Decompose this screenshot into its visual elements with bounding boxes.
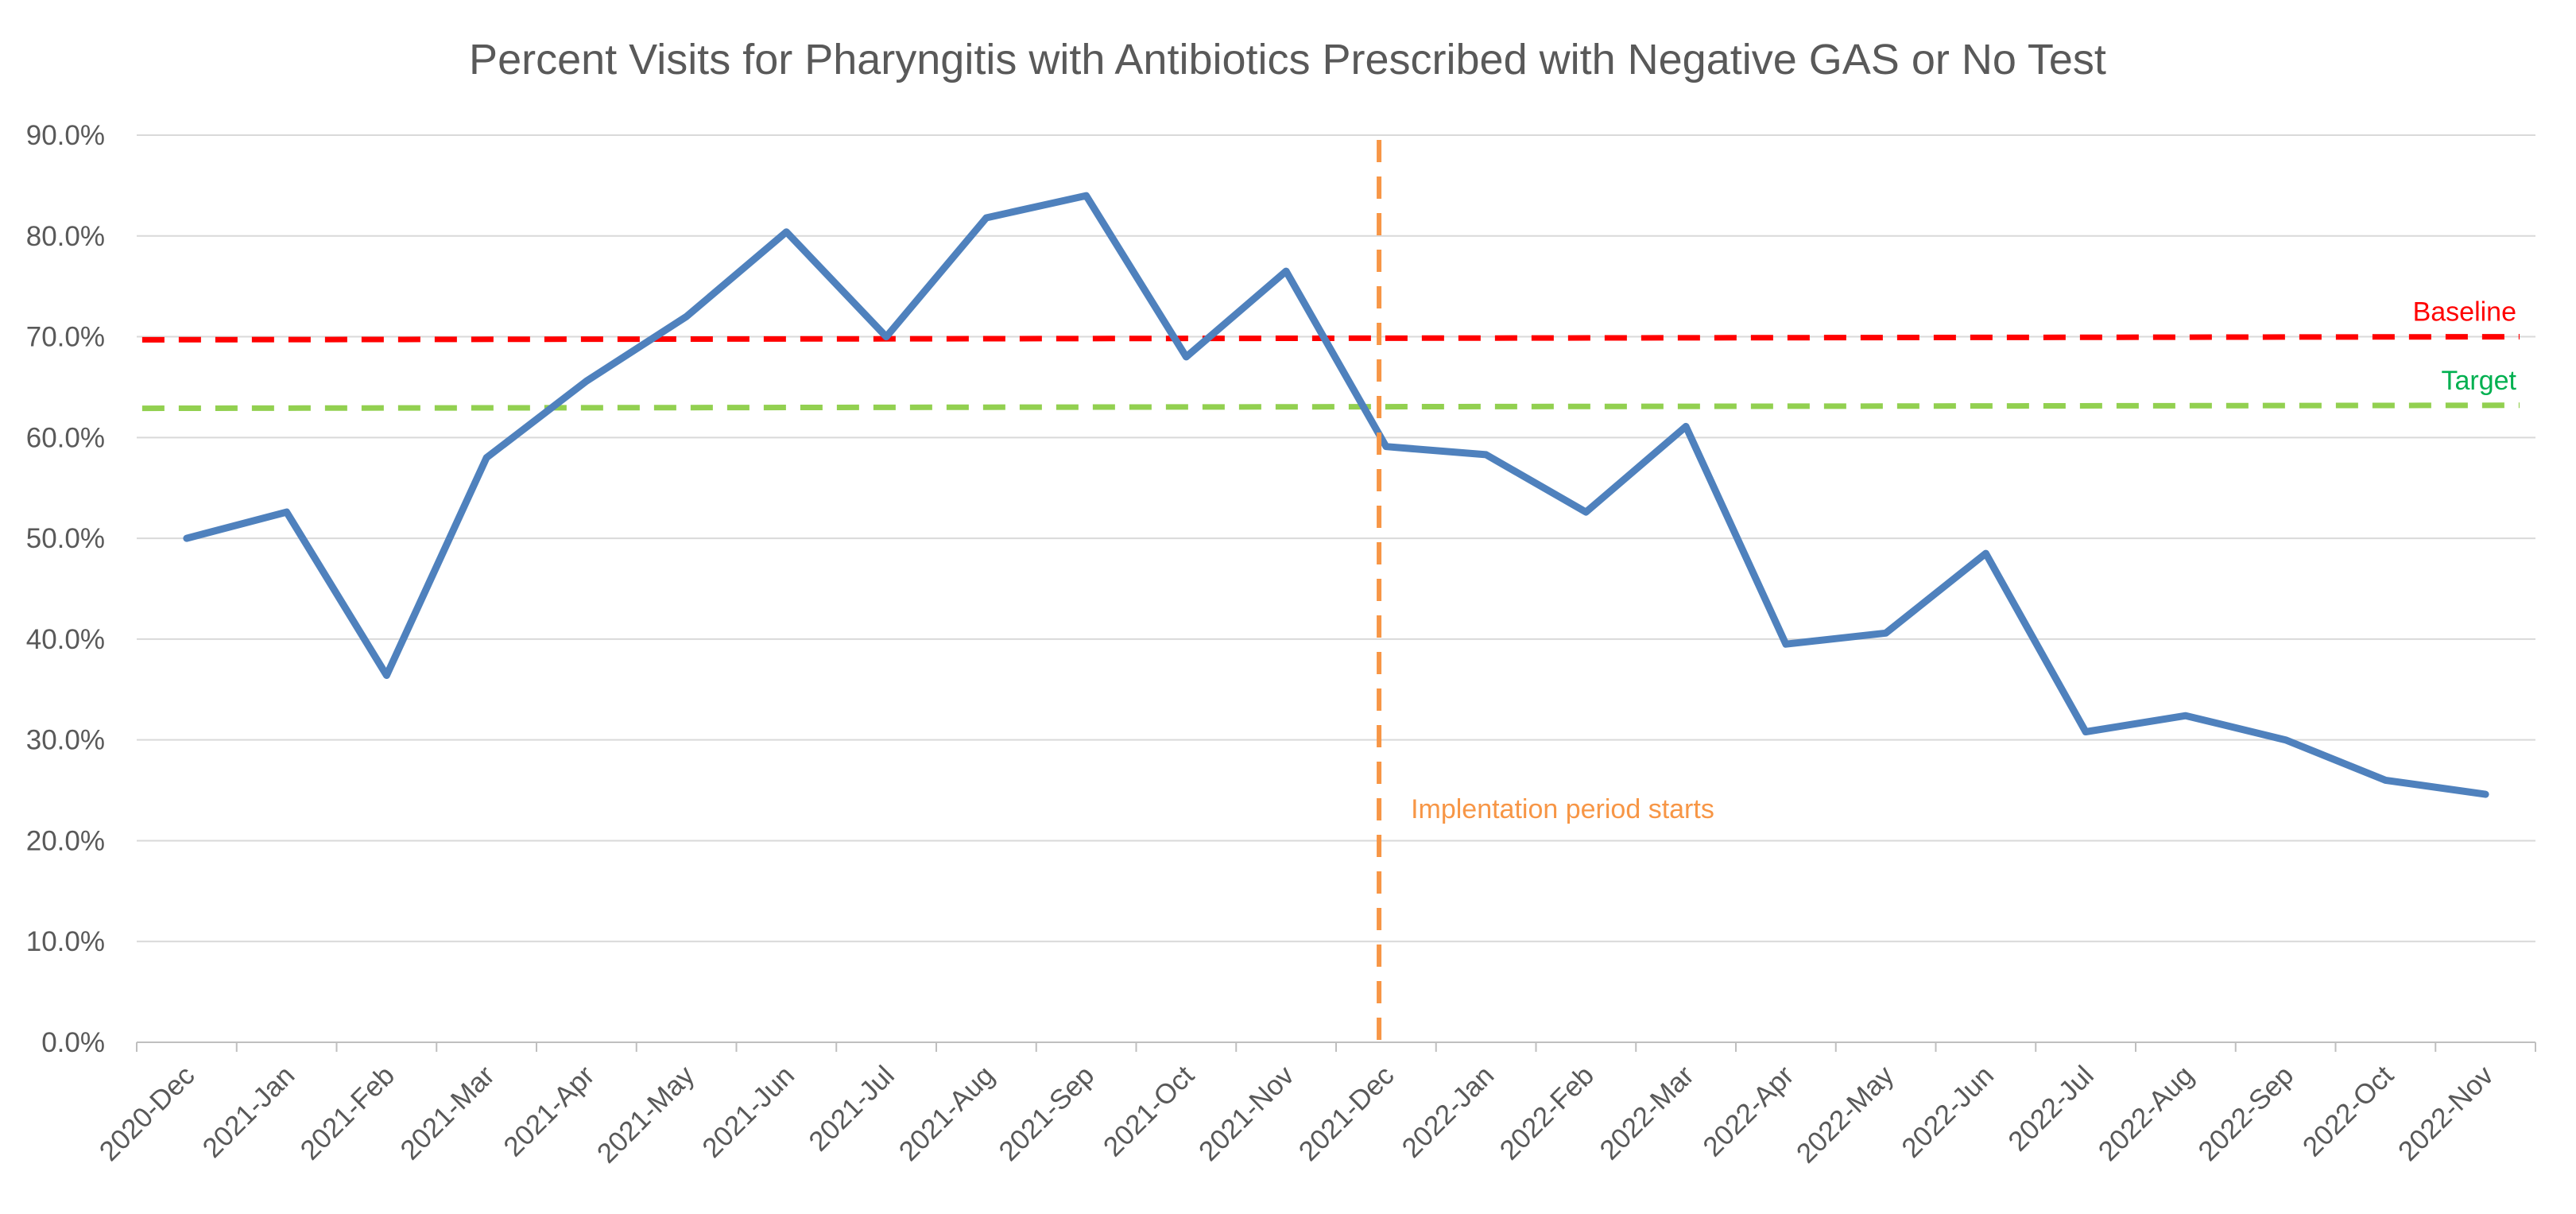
series-layer — [183, 192, 2489, 798]
y-tick-label: 90.0% — [26, 120, 105, 151]
target-label: Target — [2442, 366, 2517, 396]
gridlines — [137, 134, 2535, 943]
y-tick-label: 40.0% — [26, 624, 105, 655]
y-tick-label: 60.0% — [26, 422, 105, 453]
x-tick-label: 2022-Feb — [1494, 1060, 1601, 1166]
x-tick-label: 2021-Jul — [803, 1060, 901, 1158]
x-tick-label: 2022-May — [1791, 1060, 1900, 1169]
x-axis: 2020-Dec2021-Jan2021-Feb2021-Mar2021-Apr… — [94, 1041, 2536, 1169]
data-point — [1885, 632, 1887, 634]
data-point — [1784, 643, 1787, 646]
data-point — [985, 216, 987, 219]
data-point — [1585, 511, 1587, 514]
y-tick-label: 80.0% — [26, 221, 105, 252]
data-point — [1085, 195, 1087, 197]
x-tick-label: 2021-Aug — [893, 1060, 1001, 1167]
data-point — [2384, 779, 2387, 782]
x-tick-label: 2022-Aug — [2093, 1060, 2200, 1167]
baseline-label: Baseline — [2413, 297, 2516, 328]
y-tick-label: 30.0% — [26, 725, 105, 756]
x-tick-label: 2020-Dec — [94, 1060, 201, 1167]
data-point — [385, 674, 388, 677]
x-tick-label: 2021-Feb — [295, 1060, 401, 1166]
x-tick-label: 2022-Oct — [2297, 1060, 2400, 1163]
annotation-layer: Implentation period starts — [1377, 140, 1714, 1042]
series-line — [183, 192, 2489, 798]
x-tick-label: 2021-Sep — [993, 1060, 1100, 1167]
y-tick-label: 20.0% — [26, 825, 105, 856]
data-point — [486, 456, 488, 459]
x-tick-label: 2022-Nov — [2392, 1060, 2500, 1167]
data-point — [1185, 355, 1187, 358]
y-tick-label: 70.0% — [26, 322, 105, 353]
x-tick-label: 2022-Jun — [1896, 1060, 2000, 1164]
y-tick-label: 50.0% — [26, 523, 105, 554]
implementation-label: Implentation period starts — [1411, 794, 1714, 824]
x-tick-label: 2021-Jan — [197, 1060, 301, 1164]
x-tick-label: 2021-Nov — [1193, 1060, 1300, 1167]
x-tick-label: 2021-Oct — [1098, 1060, 1201, 1163]
data-point — [2085, 731, 2087, 733]
baseline-line — [141, 334, 2520, 343]
reference-lines: Baseline Target — [141, 297, 2520, 412]
data-point — [1685, 425, 1687, 428]
y-tick-label: 10.0% — [26, 926, 105, 957]
data-point — [1485, 453, 1487, 456]
y-axis-tick-labels: 0.0% 10.0% 20.0% 30.0% 40.0% 50.0% 60.0% 70.0% 8… — [26, 120, 105, 1058]
data-point — [885, 335, 888, 338]
data-point — [185, 537, 188, 540]
data-point — [585, 380, 587, 382]
data-point — [2284, 739, 2287, 741]
x-tick-label: 2022-Jul — [2002, 1060, 2100, 1158]
x-tick-label: 2022-Mar — [1594, 1060, 1700, 1166]
data-point — [1985, 553, 1987, 555]
target-line — [141, 402, 2520, 412]
x-tick-label: 2022-Jan — [1396, 1060, 1501, 1164]
data-point — [2485, 793, 2487, 796]
data-point — [1285, 270, 1288, 273]
x-tick-label: 2021-May — [591, 1060, 701, 1169]
x-tick-label: 2021-Mar — [394, 1060, 501, 1166]
data-point — [785, 231, 788, 233]
data-point — [285, 511, 288, 514]
x-tick-label: 2021-Dec — [1293, 1060, 1400, 1167]
data-point — [1385, 445, 1387, 448]
data-point — [685, 316, 688, 318]
x-tick-label: 2021-Jun — [696, 1060, 800, 1164]
x-tick-label: 2022-Apr — [1697, 1060, 1800, 1163]
y-tick-label: 0.0% — [41, 1027, 105, 1058]
x-tick-label: 2021-Apr — [498, 1060, 601, 1163]
x-tick-label: 2022-Sep — [2192, 1060, 2299, 1167]
data-point — [2184, 715, 2187, 717]
chart-title: Percent Visits for Pharyngitis with Anti… — [469, 36, 2106, 83]
